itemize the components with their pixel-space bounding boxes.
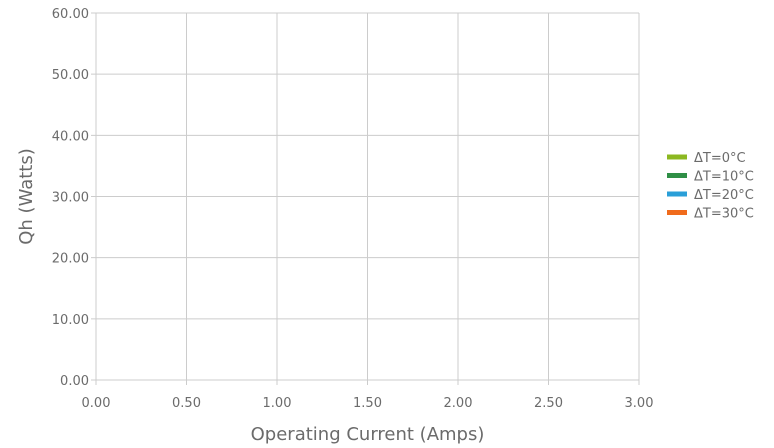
legend-label: ΔT=20°C — [694, 188, 754, 203]
legend-swatch — [667, 173, 687, 178]
x-tick-label: 0.50 — [172, 396, 201, 411]
x-tick-label: 0.00 — [82, 396, 111, 411]
y-tick-label: 0.00 — [60, 374, 89, 389]
legend-swatch — [667, 210, 687, 215]
legend-label: ΔT=0°C — [694, 151, 746, 166]
legend-label: ΔT=10°C — [694, 170, 754, 185]
x-tick-label: 2.50 — [534, 396, 563, 411]
y-tick-label: 30.00 — [52, 191, 89, 206]
x-tick-label: 1.00 — [263, 396, 292, 411]
y-tick-label: 50.00 — [52, 68, 89, 83]
legend-label: ΔT=30°C — [694, 207, 754, 222]
grid — [91, 12, 640, 385]
y-axis-title: Qh (Watts) — [16, 148, 37, 245]
legend-swatch — [667, 154, 687, 160]
x-tick-label: 1.50 — [353, 396, 382, 411]
x-tick-label: 3.00 — [625, 396, 654, 411]
x-tick-label: 2.00 — [444, 396, 473, 411]
legend: ΔT=0°C ΔT=10°C ΔT=20°C ΔT=30°C — [667, 151, 754, 222]
y-tick-label: 20.00 — [52, 252, 89, 267]
y-tick-label: 40.00 — [52, 129, 89, 144]
x-axis: 0.00 0.50 1.00 1.50 2.00 2.50 3.00 — [82, 396, 654, 411]
y-tick-label: 10.00 — [52, 313, 89, 328]
y-axis: 0.00 10.00 20.00 30.00 40.00 50.00 60.00 — [52, 7, 89, 389]
x-axis-title: Operating Current (Amps) — [251, 424, 485, 445]
legend-swatch — [667, 191, 687, 197]
y-tick-label: 60.00 — [52, 7, 89, 22]
